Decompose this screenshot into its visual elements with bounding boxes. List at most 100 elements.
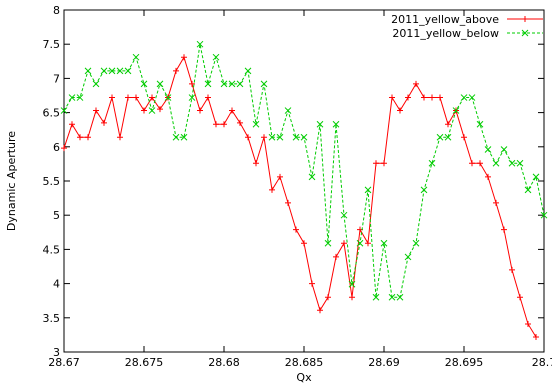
data-point: [212, 53, 220, 61]
data-point: [125, 94, 131, 101]
data-point: [493, 199, 499, 206]
series-2011-yellow-below: [60, 40, 548, 301]
data-point: [516, 159, 524, 167]
y-tick-label: 7: [53, 72, 60, 85]
data-point: [69, 121, 75, 128]
data-point: [380, 239, 388, 247]
axis-ticks: 28.67 28.675 28.68 28.685 28.69 28.695 28.7 3 3.…: [43, 4, 552, 369]
data-point: [237, 119, 243, 126]
y-tick-label: 3: [53, 346, 60, 359]
data-point: [68, 94, 76, 101]
series-2011-yellow-above: [61, 54, 539, 340]
data-point: [324, 239, 332, 247]
data-point: [373, 160, 379, 167]
data-point: [412, 239, 420, 247]
data-point: [108, 67, 116, 75]
data-point: [100, 67, 108, 75]
data-point: [228, 80, 236, 88]
data-point: [164, 94, 172, 101]
data-point: [197, 107, 203, 114]
y-tick-label: 6: [53, 141, 60, 154]
data-point: [109, 94, 115, 101]
data-point: [533, 333, 539, 340]
data-point: [333, 253, 339, 260]
plot-frame: [63, 9, 545, 353]
data-point: [269, 186, 275, 193]
data-point: [317, 307, 323, 314]
data-point: [173, 67, 179, 74]
y-axis-label: Dynamic Aperture: [5, 131, 18, 231]
data-point: [236, 80, 244, 88]
data-point: [509, 266, 515, 273]
data-point: [397, 107, 403, 114]
data-point: [141, 107, 147, 114]
series-line-2011-yellow-above: [63, 55, 537, 338]
data-point: [172, 133, 180, 141]
legend-label-2011-yellow-above: 2011_yellow_above: [391, 13, 499, 26]
data-point: [180, 133, 188, 141]
data-point: [524, 186, 532, 194]
x-tick-label: 28.68: [208, 356, 240, 369]
x-tick-label: 28.695: [445, 356, 484, 369]
data-point: [85, 134, 91, 141]
data-point: [444, 133, 452, 141]
data-point: [349, 294, 355, 301]
data-point: [460, 94, 468, 101]
data-point: [149, 94, 155, 101]
data-point: [389, 94, 395, 101]
data-point: [220, 80, 228, 88]
data-point: [532, 173, 540, 181]
data-point: [133, 94, 139, 101]
x-tick-label: 28.685: [285, 356, 324, 369]
data-point: [285, 199, 291, 206]
data-point: [365, 240, 371, 247]
data-point: [485, 173, 491, 180]
y-tick-label: 3.5: [43, 312, 61, 325]
data-point: [301, 240, 307, 247]
y-tick-label: 7.5: [43, 38, 61, 51]
y-tick-label: 5.5: [43, 175, 61, 188]
data-point: [420, 186, 428, 194]
data-point: [372, 293, 380, 301]
data-point: [436, 133, 444, 141]
data-point: [292, 133, 300, 141]
data-point: [325, 294, 331, 301]
x-tick-label: 28.69: [368, 356, 400, 369]
data-point: [421, 94, 427, 101]
legend: 2011_yellow_above 2011_yellow_below: [391, 13, 543, 40]
data-point: [205, 94, 211, 101]
data-point: [156, 80, 164, 88]
data-point: [277, 173, 283, 180]
data-point: [469, 160, 475, 167]
data-point: [61, 145, 67, 152]
data-point: [101, 119, 107, 126]
data-point: [492, 159, 500, 167]
data-point: [364, 186, 372, 194]
data-point: [181, 54, 187, 61]
data-point: [92, 80, 100, 88]
data-point: [341, 240, 347, 247]
data-point: [428, 159, 436, 167]
data-point: [260, 80, 268, 88]
data-point: [445, 121, 451, 128]
data-point: [293, 226, 299, 233]
data-point: [309, 280, 315, 287]
data-point: [213, 121, 219, 128]
data-point: [316, 120, 324, 128]
data-point: [204, 80, 212, 88]
y-tick-label: 4: [53, 278, 60, 291]
data-point: [501, 226, 507, 233]
data-point: [124, 67, 132, 75]
data-point: [437, 94, 443, 101]
data-point: [93, 107, 99, 114]
data-point: [77, 134, 83, 141]
data-point: [229, 107, 235, 114]
x-axis-label: Qx: [296, 371, 312, 384]
data-point: [517, 294, 523, 301]
data-point: [189, 80, 195, 87]
data-point: [148, 107, 156, 114]
data-point: [60, 107, 68, 114]
y-tick-label: 4.5: [43, 243, 61, 256]
y-tick-label: 8: [53, 4, 60, 17]
legend-marker-2011-yellow-below: [521, 29, 529, 37]
